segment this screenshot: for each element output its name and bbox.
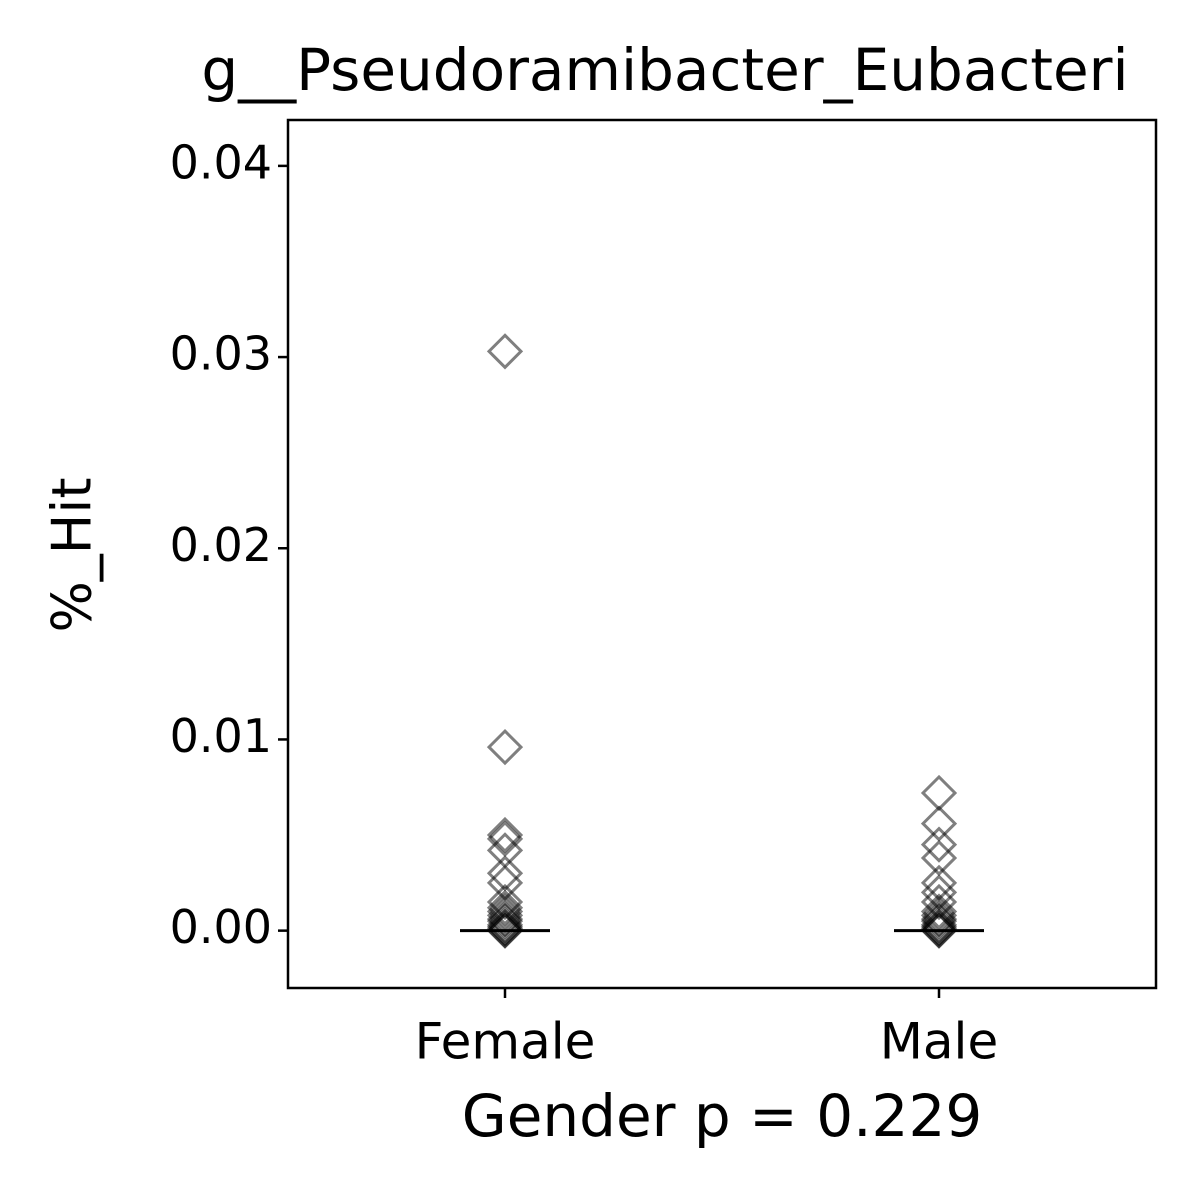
point — [920, 826, 958, 863]
x-tick-label: Male — [880, 1013, 998, 1071]
point — [486, 889, 524, 926]
point — [920, 883, 958, 921]
y-tick-label: 0.03 — [170, 327, 272, 381]
y-tick-label: 0.02 — [170, 518, 272, 572]
point — [920, 893, 958, 930]
y-tick-label: 0.04 — [170, 135, 272, 189]
x-tick-label: Female — [415, 1013, 596, 1071]
point — [486, 883, 524, 921]
point — [486, 893, 524, 930]
point — [486, 902, 524, 940]
y-axis-label: %_Hit — [41, 477, 104, 632]
point — [486, 333, 524, 370]
point — [486, 820, 524, 857]
plot-frame — [286, 118, 1158, 990]
point — [486, 816, 524, 854]
point — [920, 805, 958, 842]
point — [486, 855, 524, 892]
x-axis-label: Gender p = 0.229 — [462, 1082, 983, 1150]
point — [486, 912, 524, 949]
point — [920, 839, 958, 877]
y-tick-label: 0.01 — [170, 709, 272, 763]
point — [920, 774, 958, 812]
point — [920, 902, 958, 940]
chart-title: g__Pseudoramibacter_Eubacteri — [201, 36, 1128, 104]
y-tick-label: 0.00 — [170, 900, 272, 954]
point — [920, 912, 958, 949]
point — [486, 728, 524, 766]
